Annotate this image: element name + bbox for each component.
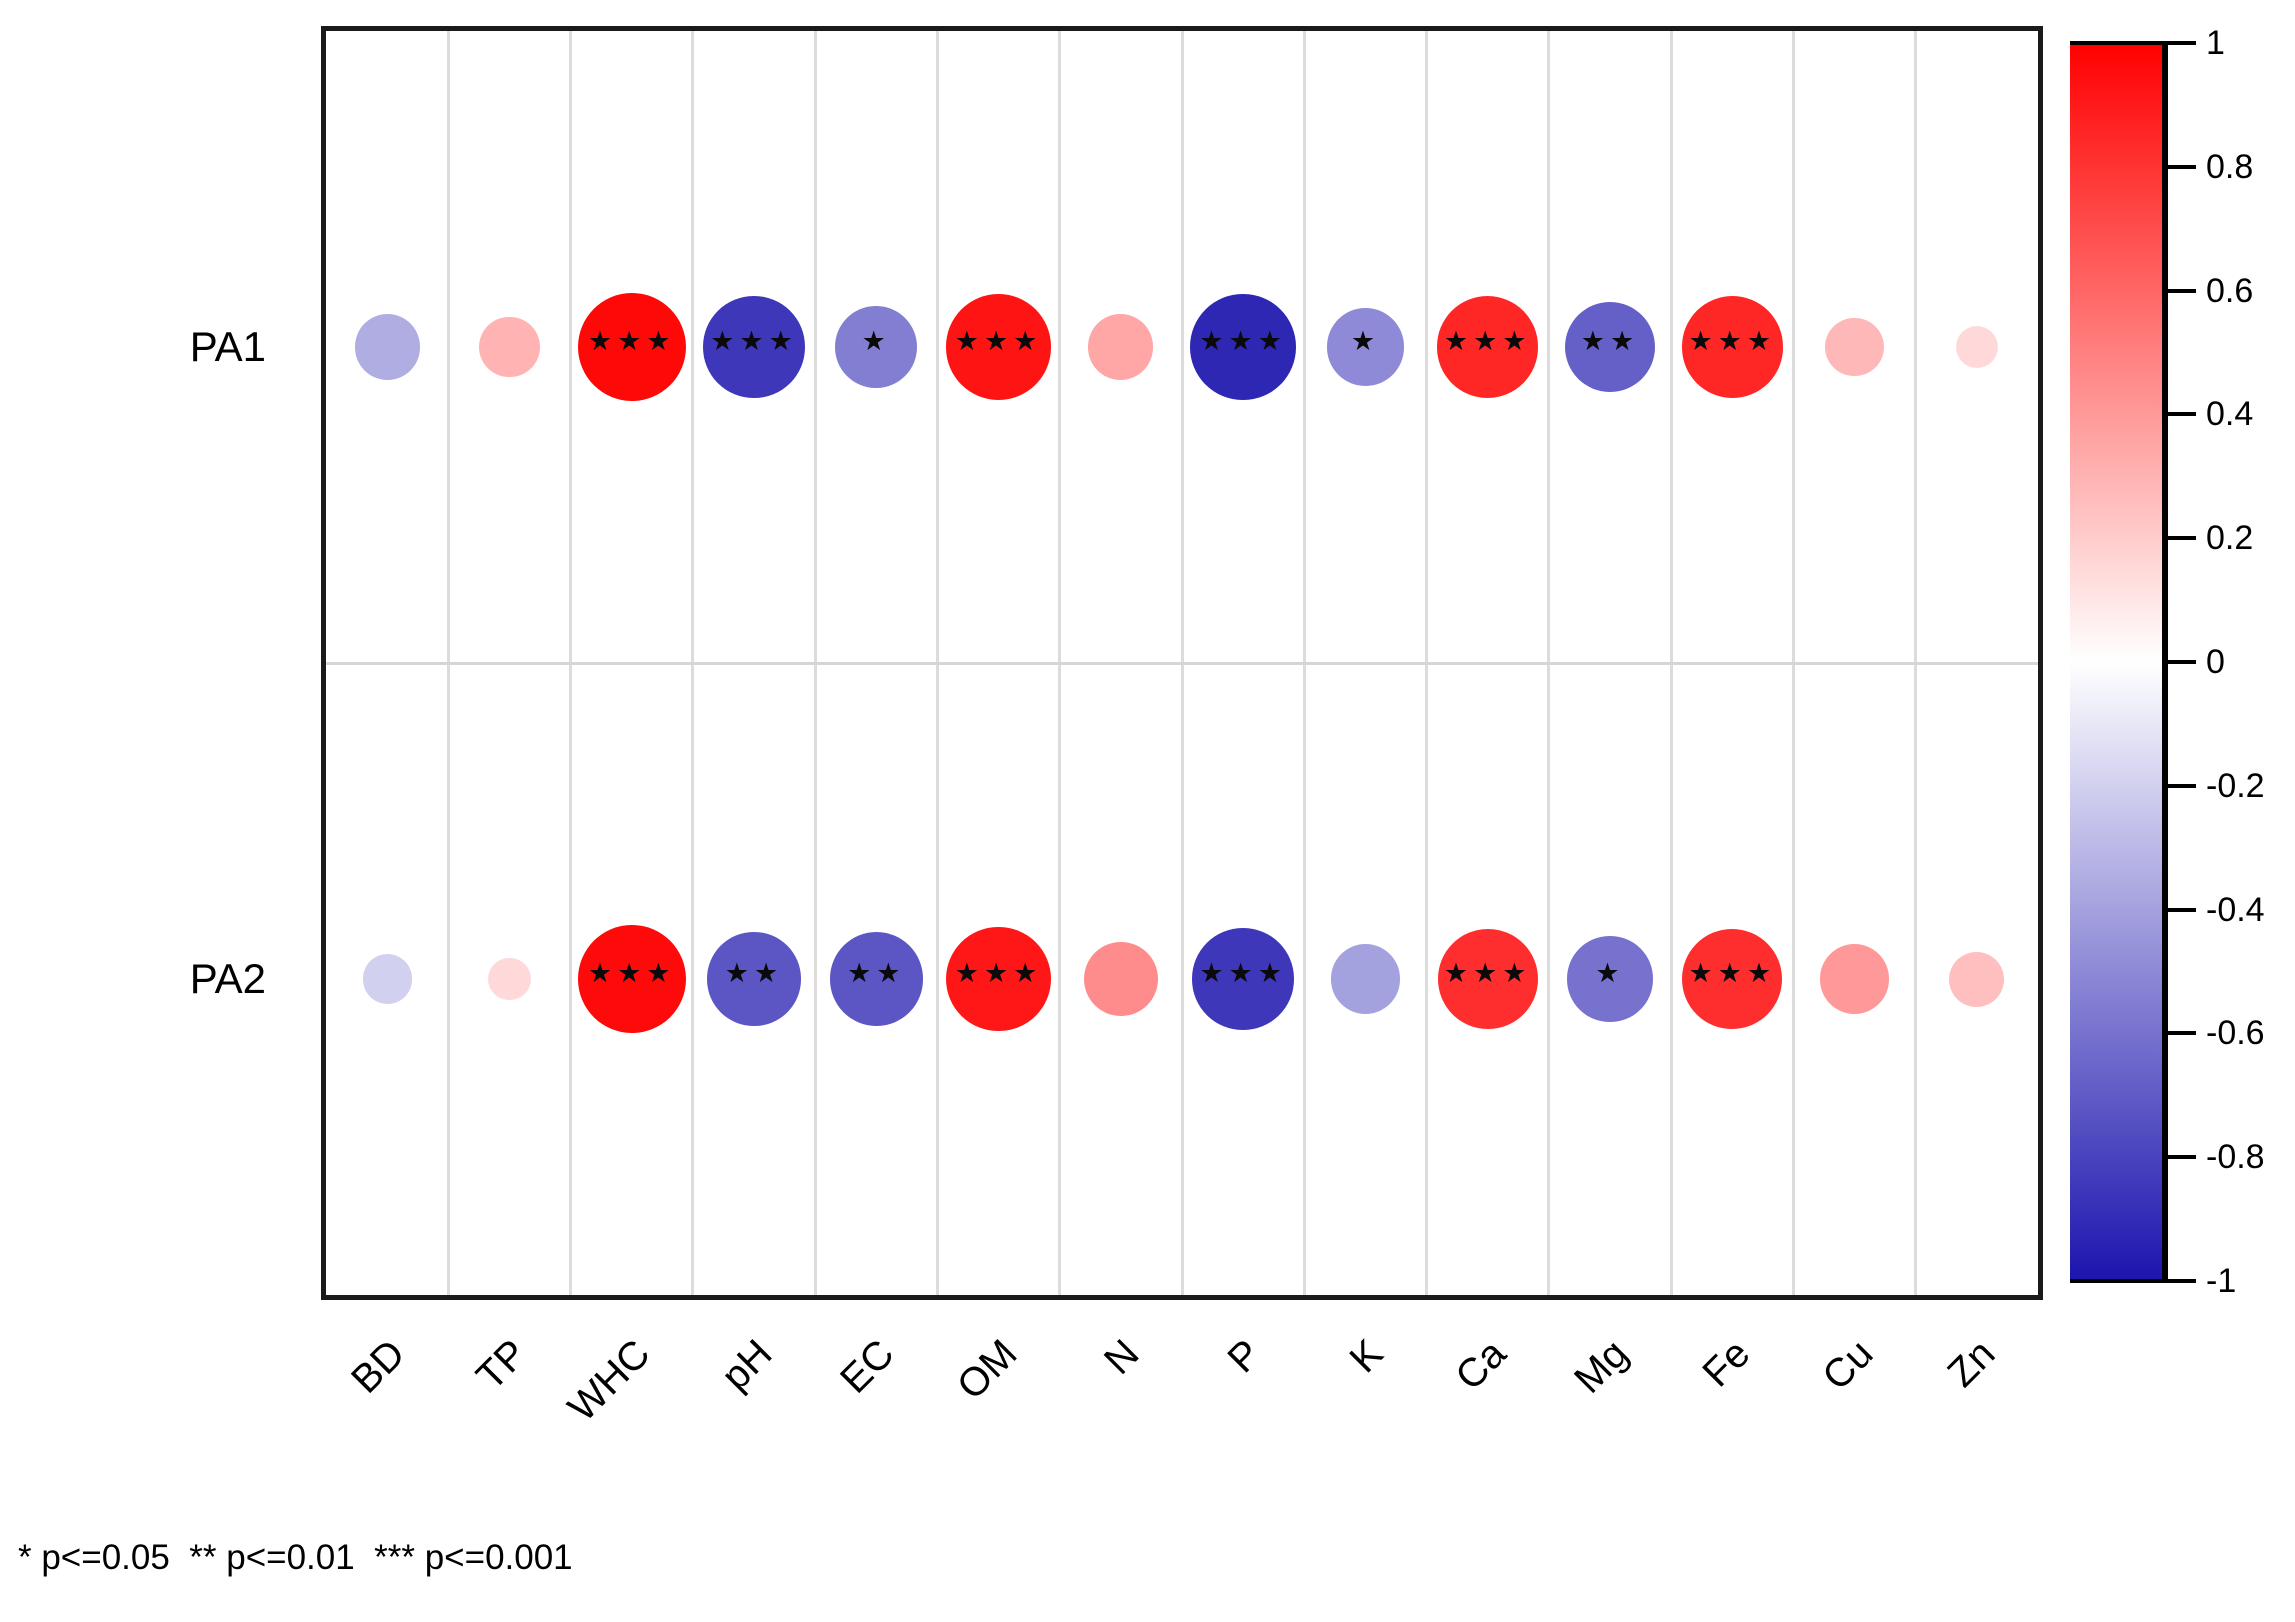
colorbar-tick-label: 0.4 (2206, 395, 2254, 434)
colorbar-tick (2168, 1031, 2196, 1036)
correlation-bubble-pa2-p (1192, 928, 1294, 1030)
correlation-bubble-pa1-cu (1825, 317, 1884, 377)
plot-area: ★★★ ★★★ ★ ★★★ ★★★ ★ ★★★ ★★ ★★★ ★★★ ★★ ★★ ★★★ ★★★ ★★★ ★ ★… (321, 26, 2043, 1300)
colorbar-tick (2168, 41, 2196, 45)
correlation-bubble-pa1-k (1326, 308, 1405, 386)
significance-stars: ★★★ (1199, 958, 1287, 988)
colorbar-tick-label: -1 (2206, 1262, 2237, 1300)
significance-stars: ★★★ (587, 958, 676, 988)
correlation-bubble-pa2-cu (1819, 944, 1890, 1014)
colorbar-tick (2168, 783, 2196, 788)
correlation-bubble-pa2-ph (707, 932, 801, 1026)
correlation-bubble-pa1-fe (1681, 296, 1783, 398)
colorbar-tick (2168, 288, 2196, 293)
correlation-bubble-pa2-k (1330, 944, 1401, 1014)
colorbar-cap-line (2070, 41, 2196, 45)
correlation-bubble-pa2-bd (362, 954, 412, 1004)
colorbar-tick (2168, 536, 2196, 541)
significance-legend: * p<=0.05 ** p<=0.01 *** p<=0.001 (18, 1538, 573, 1577)
significance-stars: ★★★ (587, 326, 676, 356)
correlation-bubble-pa1-ph (703, 296, 805, 398)
correlation-bubble-pa1-mg (1564, 301, 1656, 393)
colorbar-tick-label: 0.2 (2206, 519, 2254, 558)
correlation-bubble-pa2-ca (1437, 929, 1538, 1029)
colorbar-tick-label: -0.8 (2206, 1138, 2265, 1177)
correlation-bubble-pa2-mg (1567, 936, 1653, 1022)
colorbar-tick (2168, 1279, 2196, 1283)
colorbar-tick (2168, 164, 2196, 169)
significance-stars: ★★ (847, 958, 906, 988)
correlation-bubble-pa1-zn (1955, 325, 1999, 369)
correlation-bubble-pa1-p (1190, 294, 1296, 400)
significance-stars: ★★★ (1443, 958, 1532, 988)
row-label-pa2: PA2 (189, 955, 266, 1002)
colorbar-tick-label: -0.6 (2206, 1014, 2265, 1053)
significance-stars: ★ (1350, 326, 1381, 356)
colorbar-tick (2168, 907, 2196, 912)
colorbar-tick-label: 0 (2206, 643, 2225, 681)
colorbar-tick-label: -0.2 (2206, 766, 2265, 805)
significance-stars: ★★★ (710, 326, 798, 356)
correlation-bubble-pa2-n (1083, 942, 1158, 1016)
correlation-bubble-pa1-om (945, 294, 1052, 400)
correlation-bubble-pa2-zn (1949, 951, 2005, 1007)
row-label-pa1: PA1 (189, 323, 266, 370)
colorbar-tick (2168, 1155, 2196, 1160)
correlation-bubble-pa1-ec (835, 306, 918, 388)
colorbar-cap-line (2070, 1279, 2196, 1283)
correlation-bubble-pa1-ca (1437, 296, 1539, 398)
correlation-bubble-pa2-fe (1682, 929, 1783, 1029)
colorbar-tick-label: 0.8 (2206, 147, 2254, 186)
colorbar-tick (2168, 412, 2196, 417)
correlation-bubble-pa1-tp (479, 316, 540, 378)
correlation-bubble-pa1-n (1088, 314, 1154, 380)
significance-stars: ★ (1595, 958, 1625, 988)
colorbar-tick-label: -0.4 (2206, 890, 2265, 929)
colorbar-gradient (2070, 43, 2163, 1281)
correlation-bubble-pa2-om (946, 926, 1052, 1032)
colorbar-axis (2162, 41, 2168, 1283)
correlation-bubble-pa2-tp (488, 957, 531, 1001)
colorbar-tick (2168, 660, 2196, 664)
significance-stars: ★★★ (1688, 326, 1777, 356)
correlation-bubble-pa1-whc (577, 292, 686, 402)
colorbar-tick-label: 1 (2206, 24, 2225, 62)
significance-stars: ★★★ (1199, 326, 1287, 356)
significance-stars: ★★★ (954, 326, 1043, 356)
correlation-bubble-pa2-ec (829, 932, 923, 1026)
correlation-bubble-pa2-whc (577, 925, 686, 1033)
correlation-bubble-pa1-bd (354, 314, 420, 380)
significance-stars: ★★★ (1688, 958, 1777, 988)
grid-line-horizontal (326, 661, 2038, 665)
significance-stars: ★★ (1580, 326, 1640, 356)
significance-stars: ★ (861, 326, 891, 356)
colorbar-tick-label: 0.6 (2206, 271, 2254, 310)
significance-stars: ★★ (724, 958, 784, 988)
significance-stars: ★★★ (954, 958, 1043, 988)
significance-stars: ★★★ (1443, 326, 1532, 356)
